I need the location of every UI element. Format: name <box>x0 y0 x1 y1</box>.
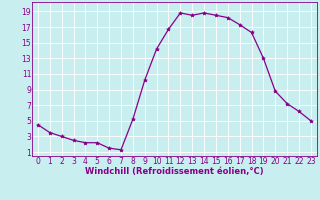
X-axis label: Windchill (Refroidissement éolien,°C): Windchill (Refroidissement éolien,°C) <box>85 167 264 176</box>
